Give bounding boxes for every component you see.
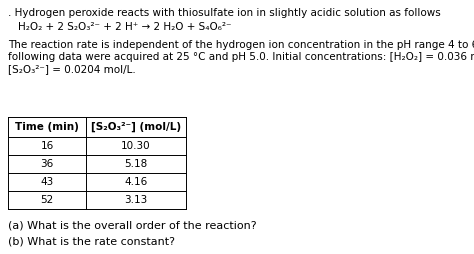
- Text: . Hydrogen peroxide reacts with thiosulfate ion in slightly acidic solution as f: . Hydrogen peroxide reacts with thiosulf…: [8, 8, 441, 18]
- Text: following data were acquired at 25 °C and pH 5.0. Initial concentrations: [H₂O₂]: following data were acquired at 25 °C an…: [8, 52, 474, 62]
- Text: 5.18: 5.18: [124, 159, 147, 169]
- Text: 10.30: 10.30: [121, 141, 151, 151]
- Text: (b) What is the rate constant?: (b) What is the rate constant?: [8, 237, 175, 247]
- Text: 3.13: 3.13: [124, 195, 147, 205]
- Text: 4.16: 4.16: [124, 177, 147, 187]
- Text: [S₂O₃²⁻] = 0.0204 mol/L.: [S₂O₃²⁻] = 0.0204 mol/L.: [8, 64, 136, 74]
- Text: 16: 16: [40, 141, 54, 151]
- Text: 36: 36: [40, 159, 54, 169]
- Text: The reaction rate is independent of the hydrogen ion concentration in the pH ran: The reaction rate is independent of the …: [8, 40, 474, 50]
- Text: 43: 43: [40, 177, 54, 187]
- Text: Time (min): Time (min): [15, 122, 79, 132]
- Text: H₂O₂ + 2 S₂O₃²⁻ + 2 H⁺ → 2 H₂O + S₄O₆²⁻: H₂O₂ + 2 S₂O₃²⁻ + 2 H⁺ → 2 H₂O + S₄O₆²⁻: [18, 22, 231, 32]
- Text: 52: 52: [40, 195, 54, 205]
- Text: [S₂O₃²⁻] (mol/L): [S₂O₃²⁻] (mol/L): [91, 122, 181, 132]
- Text: (a) What is the overall order of the reaction?: (a) What is the overall order of the rea…: [8, 221, 256, 231]
